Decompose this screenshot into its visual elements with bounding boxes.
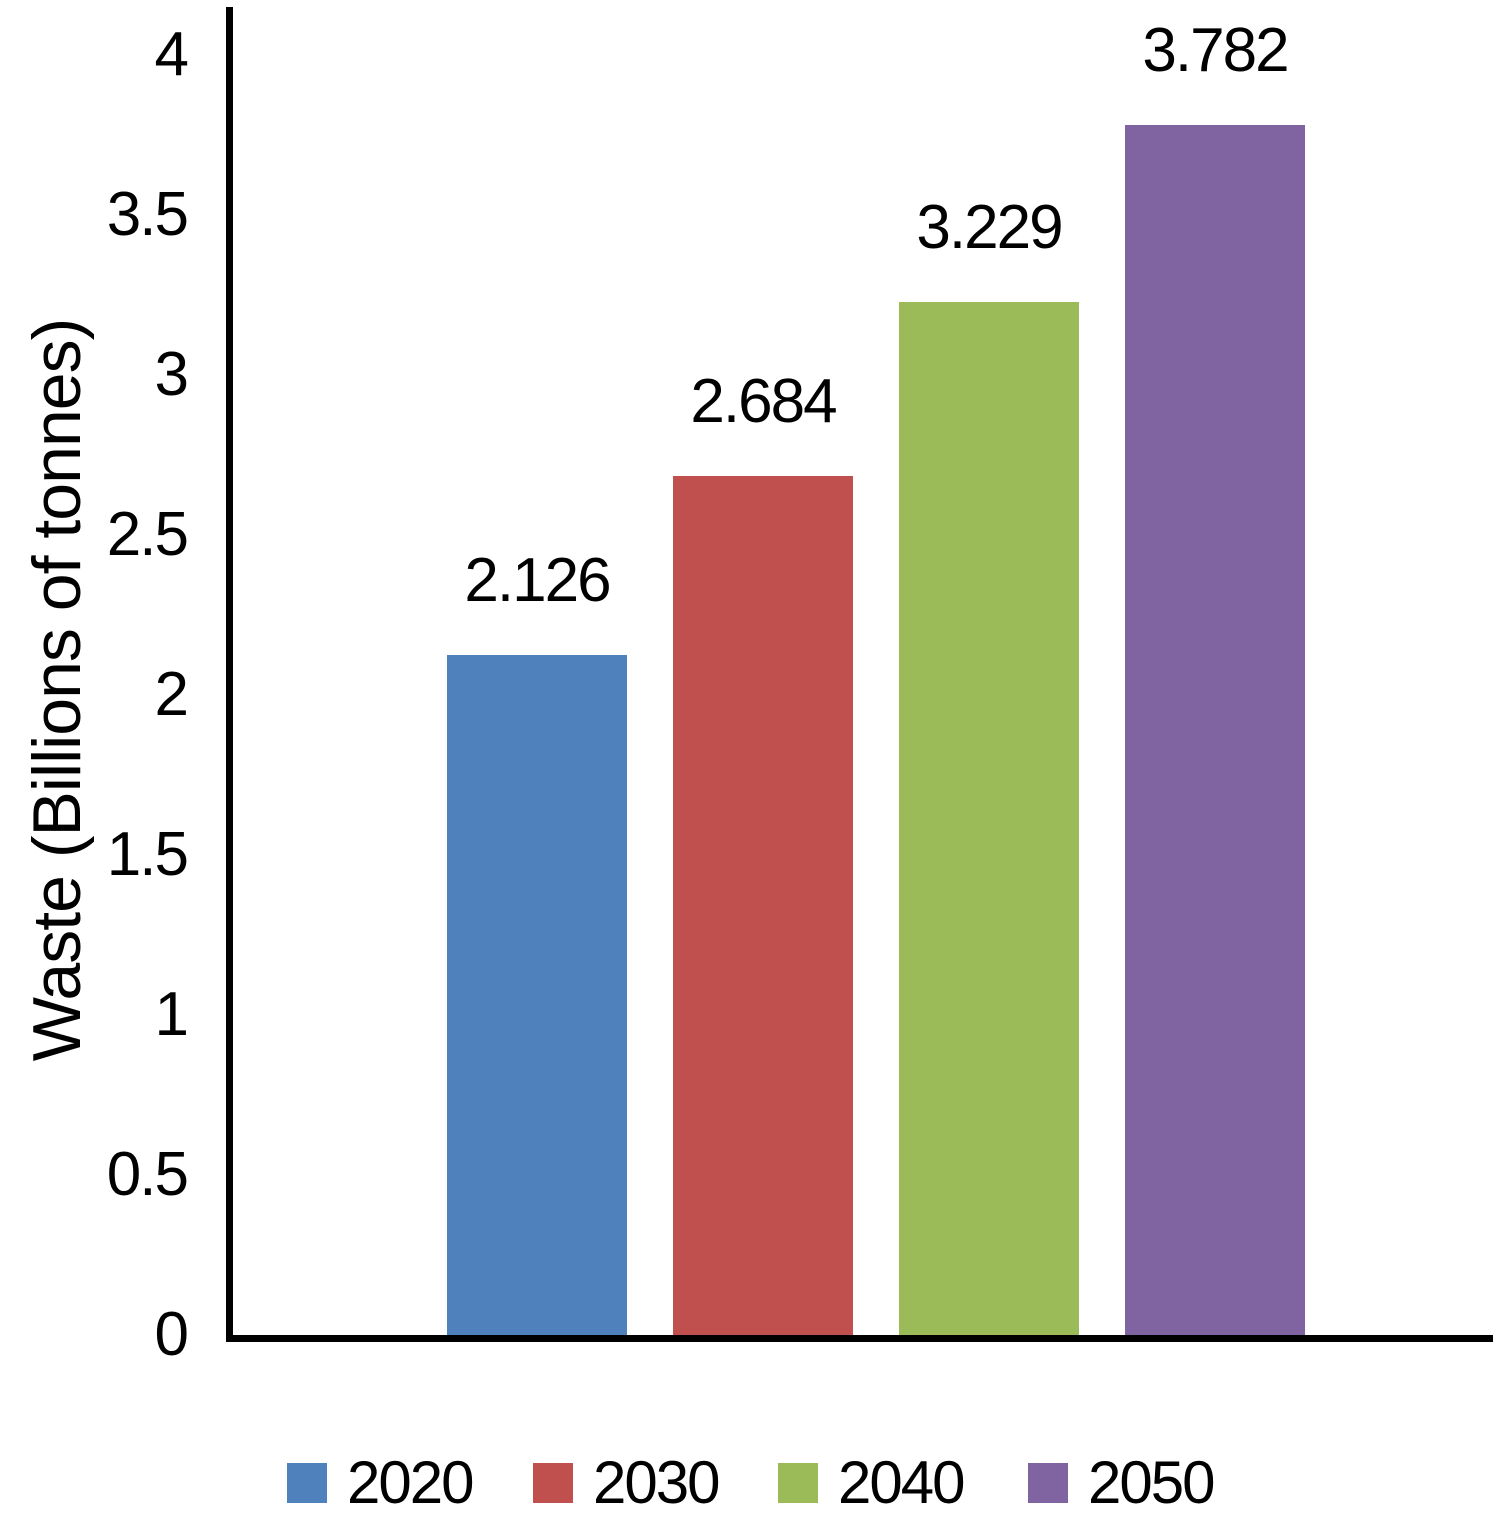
bar-value-label: 3.229 xyxy=(916,193,1063,262)
legend-label: 2050 xyxy=(1088,1449,1215,1516)
y-tick-label: 3 xyxy=(154,340,189,409)
legend-label: 2030 xyxy=(593,1449,720,1516)
legend-label: 2040 xyxy=(838,1449,965,1516)
legend-item-2040: 2040 xyxy=(778,1449,965,1516)
legend-swatch-icon xyxy=(533,1463,573,1503)
bar-value-label: 2.684 xyxy=(690,367,837,436)
y-tick-label: 1.5 xyxy=(106,820,189,889)
x-axis-line xyxy=(226,1335,1493,1342)
bar-value-label: 2.126 xyxy=(464,546,611,615)
bar-2020 xyxy=(447,655,627,1335)
y-tick-label: 1 xyxy=(154,980,189,1049)
y-tick-label: 0.5 xyxy=(106,1140,189,1209)
legend-item-2020: 2020 xyxy=(287,1449,474,1516)
y-tick-label: 2 xyxy=(154,660,189,729)
y-tick-label: 4 xyxy=(154,20,189,89)
bar-2040 xyxy=(899,302,1079,1335)
y-tick-label: 0 xyxy=(154,1300,189,1369)
legend-swatch-icon xyxy=(778,1463,818,1503)
bar-value-label: 3.782 xyxy=(1142,16,1289,85)
legend-item-2050: 2050 xyxy=(1028,1449,1215,1516)
y-tick-label: 3.5 xyxy=(106,180,189,249)
bar-2050 xyxy=(1125,125,1305,1335)
legend-item-2030: 2030 xyxy=(533,1449,720,1516)
legend-swatch-icon xyxy=(1028,1463,1068,1503)
bar-2030 xyxy=(673,476,853,1335)
y-tick-label: 2.5 xyxy=(106,500,189,569)
legend-label: 2020 xyxy=(347,1449,474,1516)
y-axis-line xyxy=(226,7,233,1342)
legend-swatch-icon xyxy=(287,1463,327,1503)
